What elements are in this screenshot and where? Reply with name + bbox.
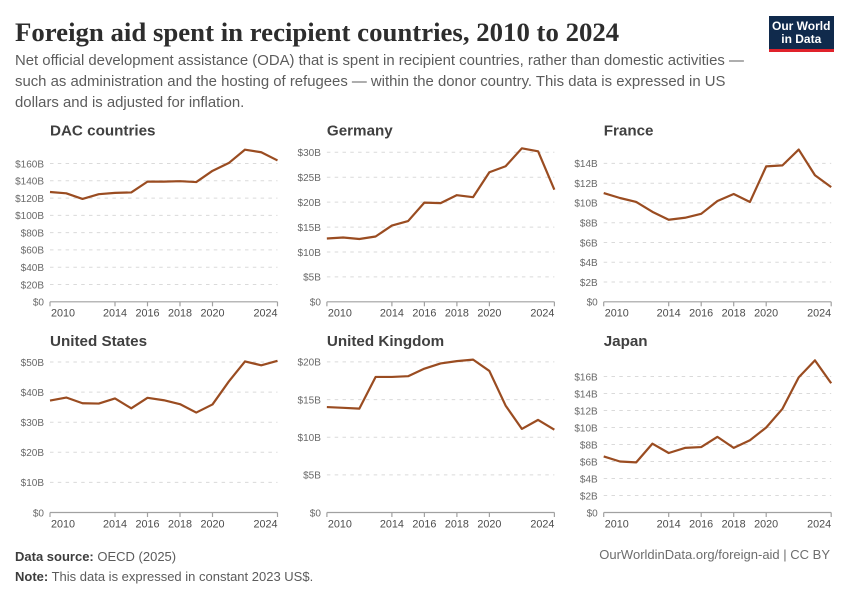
svg-text:2018: 2018	[168, 308, 192, 320]
svg-text:$15B: $15B	[298, 395, 322, 406]
svg-text:2016: 2016	[412, 518, 436, 530]
svg-text:2018: 2018	[445, 518, 469, 530]
svg-text:2014: 2014	[103, 308, 127, 320]
svg-text:$12B: $12B	[574, 179, 598, 190]
svg-text:$0: $0	[587, 298, 599, 309]
svg-text:2018: 2018	[722, 518, 746, 530]
svg-text:2018: 2018	[168, 518, 192, 530]
svg-text:Germany: Germany	[327, 123, 393, 140]
svg-text:2016: 2016	[135, 308, 159, 320]
svg-text:2016: 2016	[689, 518, 713, 530]
svg-text:$20B: $20B	[21, 448, 45, 459]
svg-text:$2B: $2B	[580, 278, 598, 289]
svg-text:2010: 2010	[328, 308, 352, 320]
svg-text:$10B: $10B	[298, 248, 322, 259]
svg-text:2020: 2020	[477, 518, 501, 530]
svg-text:$140B: $140B	[15, 177, 44, 188]
svg-text:United Kingdom: United Kingdom	[327, 333, 444, 350]
svg-text:DAC countries: DAC countries	[50, 123, 155, 140]
svg-text:$30B: $30B	[298, 148, 322, 159]
svg-text:$16B: $16B	[574, 372, 598, 383]
svg-text:$4B: $4B	[580, 474, 598, 485]
svg-text:2010: 2010	[605, 308, 629, 320]
svg-text:$20B: $20B	[21, 280, 45, 291]
svg-text:$60B: $60B	[21, 246, 45, 257]
svg-text:2018: 2018	[722, 308, 746, 320]
svg-text:2024: 2024	[530, 308, 554, 320]
svg-text:$15B: $15B	[298, 223, 322, 234]
svg-text:$14B: $14B	[574, 159, 598, 170]
svg-text:2020: 2020	[200, 518, 224, 530]
svg-text:$30B: $30B	[21, 418, 45, 429]
svg-text:$50B: $50B	[21, 358, 45, 369]
svg-text:$120B: $120B	[15, 194, 44, 205]
svg-text:$10B: $10B	[574, 199, 598, 210]
svg-text:2024: 2024	[807, 308, 831, 320]
svg-text:2018: 2018	[445, 308, 469, 320]
svg-text:2014: 2014	[380, 518, 404, 530]
svg-text:$6B: $6B	[580, 238, 598, 249]
svg-text:France: France	[604, 123, 654, 140]
svg-text:2024: 2024	[530, 518, 554, 530]
svg-text:$14B: $14B	[574, 389, 598, 400]
svg-text:$0: $0	[587, 508, 599, 519]
svg-text:$2B: $2B	[580, 491, 598, 502]
svg-text:2010: 2010	[605, 518, 629, 530]
svg-text:$5B: $5B	[303, 471, 321, 482]
svg-text:$20B: $20B	[298, 358, 322, 369]
svg-text:2014: 2014	[657, 308, 681, 320]
svg-text:$80B: $80B	[21, 228, 45, 239]
svg-text:2014: 2014	[103, 518, 127, 530]
svg-text:2024: 2024	[253, 308, 277, 320]
svg-text:Japan: Japan	[604, 333, 648, 350]
svg-text:$4B: $4B	[580, 258, 598, 269]
svg-text:$5B: $5B	[303, 273, 321, 284]
svg-text:2020: 2020	[754, 518, 778, 530]
svg-text:2020: 2020	[754, 308, 778, 320]
svg-text:$25B: $25B	[298, 173, 322, 184]
svg-text:2024: 2024	[807, 518, 831, 530]
svg-text:$40B: $40B	[21, 263, 45, 274]
svg-text:2010: 2010	[328, 518, 352, 530]
svg-text:2024: 2024	[253, 518, 277, 530]
svg-text:$0: $0	[310, 508, 322, 519]
svg-text:United States: United States	[50, 333, 147, 350]
svg-text:2016: 2016	[135, 518, 159, 530]
svg-text:$0: $0	[310, 298, 322, 309]
svg-text:$0: $0	[33, 508, 45, 519]
svg-text:$160B: $160B	[15, 159, 44, 170]
svg-text:$10B: $10B	[298, 433, 322, 444]
svg-text:$20B: $20B	[298, 198, 322, 209]
svg-text:2010: 2010	[51, 308, 75, 320]
svg-text:2014: 2014	[380, 308, 404, 320]
svg-text:2020: 2020	[477, 308, 501, 320]
svg-text:$10B: $10B	[21, 478, 45, 489]
svg-text:2020: 2020	[200, 308, 224, 320]
svg-text:$8B: $8B	[580, 440, 598, 451]
svg-text:$12B: $12B	[574, 406, 598, 417]
svg-text:$100B: $100B	[15, 211, 44, 222]
svg-text:2014: 2014	[657, 518, 681, 530]
svg-text:$10B: $10B	[574, 423, 598, 434]
svg-text:$0: $0	[33, 298, 45, 309]
svg-text:2016: 2016	[412, 308, 436, 320]
svg-text:$40B: $40B	[21, 388, 45, 399]
svg-text:2010: 2010	[51, 518, 75, 530]
svg-text:$6B: $6B	[580, 457, 598, 468]
svg-text:$8B: $8B	[580, 219, 598, 230]
svg-text:2016: 2016	[689, 308, 713, 320]
